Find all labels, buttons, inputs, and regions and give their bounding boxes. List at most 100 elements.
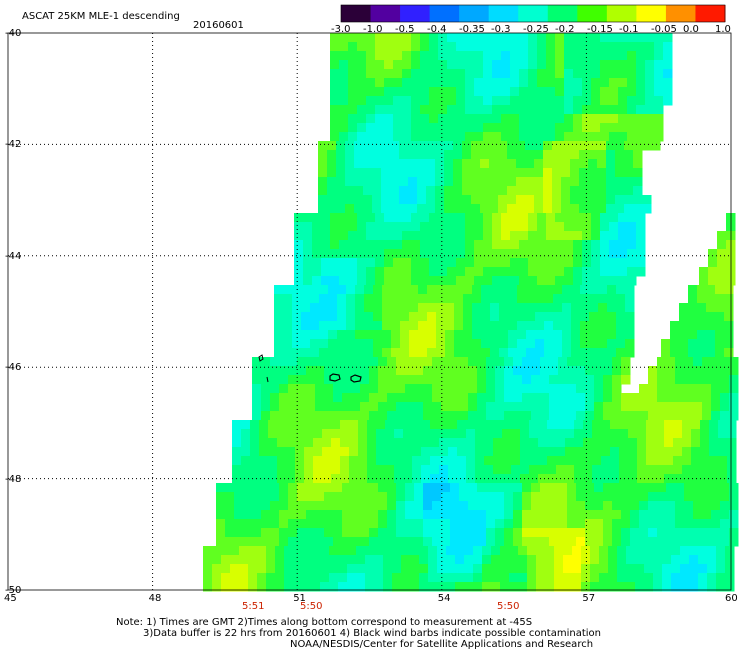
swath-cell bbox=[392, 564, 402, 574]
swath-cell bbox=[616, 285, 626, 295]
swath-cell bbox=[268, 420, 278, 430]
swath-cell bbox=[448, 429, 458, 439]
swath-cell bbox=[609, 60, 619, 70]
swath-cell bbox=[450, 510, 460, 520]
swath-cell bbox=[328, 348, 338, 358]
swath-cell bbox=[306, 519, 316, 529]
swath-cell bbox=[511, 456, 521, 466]
swath-cell bbox=[537, 78, 547, 88]
swath-cell bbox=[673, 447, 683, 457]
swath-cell bbox=[360, 537, 370, 547]
swath-cell bbox=[293, 564, 303, 574]
swath-cell bbox=[609, 123, 619, 133]
swath-cell bbox=[225, 519, 235, 529]
swath-cell bbox=[513, 510, 523, 520]
swath-cell bbox=[457, 429, 467, 439]
swath-cell bbox=[463, 321, 473, 331]
swath-cell bbox=[607, 348, 617, 358]
swath-cell bbox=[390, 150, 400, 160]
swath-cell bbox=[429, 240, 439, 250]
swath-cell bbox=[675, 375, 685, 385]
swath-cell bbox=[639, 501, 649, 511]
swath-cell bbox=[564, 249, 574, 259]
swath-cell bbox=[693, 384, 703, 394]
swath-cell bbox=[510, 276, 520, 286]
swath-cell bbox=[700, 447, 710, 457]
swath-cell bbox=[564, 78, 574, 88]
swath-cell bbox=[435, 186, 445, 196]
swath-cell bbox=[648, 375, 658, 385]
swath-cell bbox=[473, 582, 483, 592]
swath-cell bbox=[465, 60, 475, 70]
swath-cell bbox=[574, 420, 584, 430]
swath-cell bbox=[284, 582, 294, 592]
swath-cell bbox=[477, 492, 487, 502]
swath-cell bbox=[310, 348, 320, 358]
swath-cell bbox=[394, 429, 404, 439]
swath-cell bbox=[522, 411, 532, 421]
swath-cell bbox=[518, 582, 528, 592]
swath-cell bbox=[450, 411, 460, 421]
swath-cell bbox=[688, 339, 698, 349]
swath-cell bbox=[411, 114, 421, 124]
swath-cell bbox=[378, 366, 388, 376]
swath-cell bbox=[594, 393, 604, 403]
swath-cell bbox=[203, 564, 213, 574]
swath-cell bbox=[330, 96, 340, 106]
swath-cell bbox=[693, 375, 703, 385]
swath-cell bbox=[373, 330, 383, 340]
swath-cell bbox=[600, 132, 610, 142]
swath-cell bbox=[288, 519, 298, 529]
swath-cell bbox=[579, 159, 589, 169]
swath-cell bbox=[715, 348, 725, 358]
swath-cell bbox=[538, 456, 548, 466]
swath-cell bbox=[519, 258, 529, 268]
swath-cell bbox=[429, 258, 439, 268]
swath-cell bbox=[642, 195, 652, 205]
swath-cell bbox=[303, 231, 313, 241]
swath-cell bbox=[239, 555, 249, 565]
swath-cell bbox=[358, 429, 368, 439]
swath-cell bbox=[535, 294, 545, 304]
swath-cell bbox=[351, 393, 361, 403]
swath-cell bbox=[682, 456, 692, 466]
swath-cell bbox=[241, 447, 251, 457]
swath-cell bbox=[239, 564, 249, 574]
swath-cell bbox=[555, 105, 565, 115]
swath-cell bbox=[624, 150, 634, 160]
swath-cell bbox=[720, 528, 730, 538]
swath-cell bbox=[654, 123, 664, 133]
swath-cell bbox=[454, 303, 464, 313]
swath-cell bbox=[567, 366, 577, 376]
swath-cell bbox=[477, 366, 487, 376]
swath-cell bbox=[405, 528, 415, 538]
swath-cell bbox=[549, 483, 559, 493]
swath-cell bbox=[465, 96, 475, 106]
swath-cell bbox=[279, 366, 289, 376]
swath-cell bbox=[284, 555, 294, 565]
swath-cell bbox=[581, 582, 591, 592]
swath-cell bbox=[339, 114, 349, 124]
swath-cell bbox=[492, 105, 502, 115]
swath-cell bbox=[393, 267, 403, 277]
swath-cell bbox=[720, 501, 730, 511]
swath-cell bbox=[621, 501, 631, 511]
swath-cell bbox=[482, 582, 492, 592]
swath-cell bbox=[594, 375, 604, 385]
swath-cell bbox=[510, 240, 520, 250]
swath-cell bbox=[558, 393, 568, 403]
swath-cell bbox=[562, 294, 572, 304]
swath-cell bbox=[540, 375, 550, 385]
swath-cell bbox=[573, 231, 583, 241]
swath-cell bbox=[621, 537, 631, 547]
swath-cell bbox=[571, 348, 581, 358]
map-date: 20160601 bbox=[193, 20, 244, 31]
swath-cell bbox=[484, 420, 494, 430]
swath-cell bbox=[509, 546, 519, 556]
swath-cell bbox=[627, 258, 637, 268]
swath-cell bbox=[492, 231, 502, 241]
swath-cell bbox=[456, 33, 466, 43]
swath-cell bbox=[603, 537, 613, 547]
swath-cell bbox=[588, 150, 598, 160]
swath-cell bbox=[259, 474, 269, 484]
